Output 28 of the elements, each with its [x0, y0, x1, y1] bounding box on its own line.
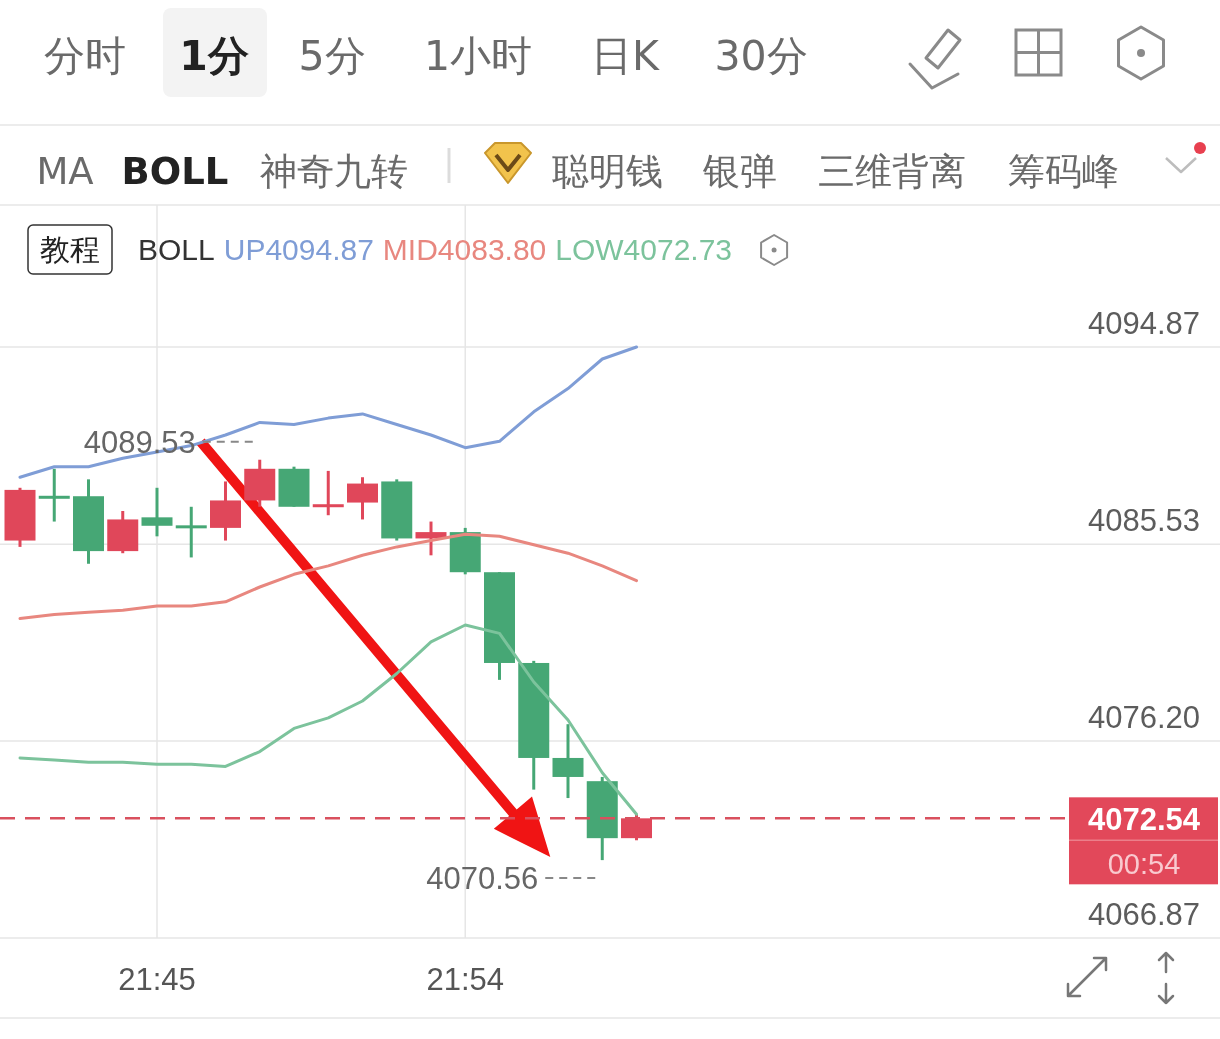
text: 聪明钱: [551, 150, 663, 193]
text: UP4094.87: [223, 233, 374, 266]
y-tick-label: 4085.53: [1087, 503, 1200, 539]
text: 日K: [591, 32, 661, 80]
annotation: 4089.53: [83, 424, 196, 460]
x-tick-label: 21:54: [426, 962, 505, 997]
text: 分时: [44, 32, 126, 80]
legend-title: BOLL: [138, 233, 215, 266]
text: BOLL: [121, 150, 229, 193]
text: 00:54: [1107, 848, 1181, 881]
ref-line-label: 4072.54: [1087, 802, 1201, 838]
text: LOW4072.73: [555, 233, 733, 266]
x-tick-label: 21:45: [118, 962, 196, 997]
text: 筹码峰: [1007, 150, 1119, 193]
annotation: 4070.56: [426, 861, 539, 897]
text: 神奇九转: [260, 150, 408, 193]
text: MA: [36, 150, 94, 193]
text: 1分: [179, 32, 249, 80]
text: 1小时: [423, 32, 533, 80]
y-tick-label: 4066.87: [1087, 897, 1200, 932]
text: MID4083.80: [382, 233, 547, 266]
text: 5分: [298, 32, 366, 80]
text: 三维背离: [818, 150, 966, 193]
y-tick-label: 4076.20: [1087, 700, 1200, 736]
text: 教程: [40, 232, 100, 267]
text: 银弹: [702, 150, 777, 193]
y-tick-label: 4094.87: [1087, 306, 1200, 341]
text: 30分: [714, 32, 808, 80]
